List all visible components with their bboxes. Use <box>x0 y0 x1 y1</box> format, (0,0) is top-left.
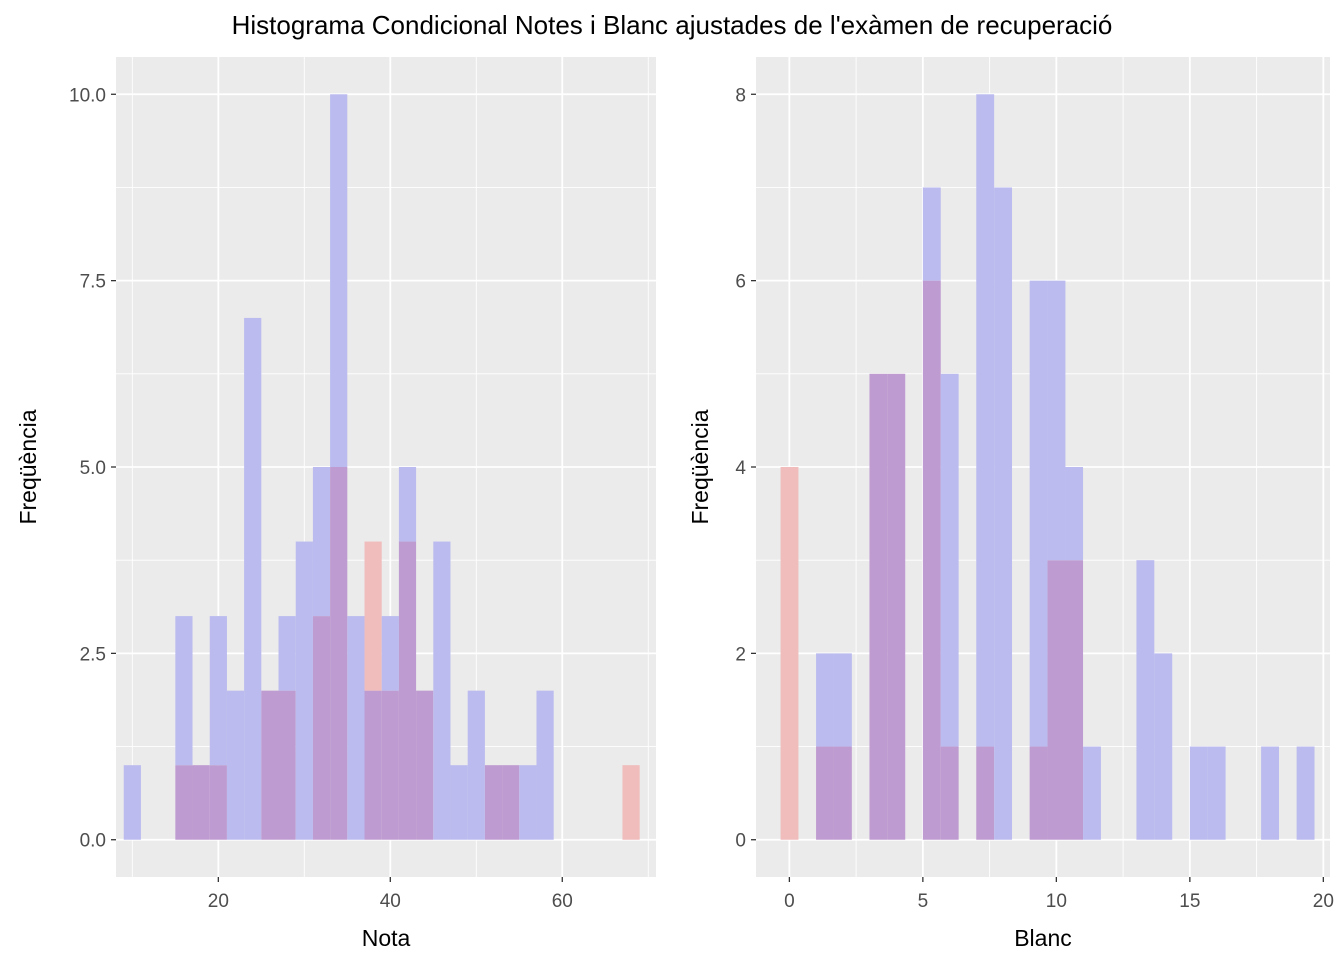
x-tick-label: 5 <box>918 891 929 912</box>
bar-overlap <box>278 690 296 840</box>
y-tick-label: 0.0 <box>80 831 106 852</box>
x-axis-label: Blanc <box>1014 925 1072 951</box>
bar-overlap <box>887 373 906 840</box>
bar-blue <box>381 616 399 691</box>
bar-overlap <box>1065 560 1084 840</box>
y-tick-label: 0 <box>735 831 746 852</box>
bar-blue <box>816 653 834 747</box>
y-axis-label: Freqüència <box>15 409 41 524</box>
bar-overlap <box>364 690 382 840</box>
bar-blue <box>450 765 468 840</box>
y-tick-label: 6 <box>735 272 746 293</box>
bar-overlap <box>192 765 210 840</box>
x-tick-label: 0 <box>784 891 795 912</box>
bar-overlap <box>833 746 852 840</box>
bar-blue <box>209 616 227 766</box>
bar-blue <box>994 187 1013 840</box>
bar-red <box>364 541 382 691</box>
bar-overlap <box>869 373 888 840</box>
y-tick-label: 8 <box>735 85 746 106</box>
bar-overlap <box>312 616 331 840</box>
bar-blue <box>175 616 193 766</box>
bar-blue <box>833 653 852 747</box>
bar-overlap <box>1029 746 1048 840</box>
bar-overlap <box>502 765 520 840</box>
bar-blue <box>519 765 537 840</box>
bar-overlap <box>976 746 995 840</box>
panel-nota: 0.0 2.5 5.0 7.5 10.0 20 40 60 Nota Freqüència <box>15 57 656 951</box>
bar-overlap <box>330 467 348 840</box>
bar-blue <box>1083 746 1101 840</box>
bar-overlap <box>940 746 959 840</box>
bar-blue <box>398 467 417 542</box>
bar-blue <box>922 187 941 281</box>
y-tick-label: 7.5 <box>80 272 106 293</box>
bar-blue <box>226 690 245 840</box>
x-tick-label: 60 <box>552 891 573 912</box>
y-tick-label: 10.0 <box>69 85 106 106</box>
y-axis-label: Freqüència <box>687 409 713 524</box>
bar-blue <box>467 690 485 840</box>
panel-blanc: 0 2 4 6 8 0 5 10 15 20 Blanc Freqüència <box>687 57 1334 951</box>
bar-overlap <box>381 690 399 840</box>
x-tick-label: 20 <box>208 891 229 912</box>
bar-blue <box>1296 746 1315 840</box>
x-tick-label: 40 <box>380 891 401 912</box>
bar-red <box>622 765 640 840</box>
bar-overlap <box>484 765 503 840</box>
bar-blue <box>1029 280 1048 747</box>
x-tick-label: 15 <box>1179 891 1200 912</box>
bar-overlap <box>1047 560 1066 840</box>
bar-blue <box>347 616 365 840</box>
bar-overlap <box>209 765 227 840</box>
bar-blue <box>123 765 141 840</box>
bar-overlap <box>175 765 193 840</box>
bar-overlap <box>416 690 434 840</box>
y-tick-label: 2.5 <box>80 644 106 665</box>
bar-blue <box>433 541 451 840</box>
x-tick-label: 20 <box>1313 891 1334 912</box>
bar-overlap <box>922 280 941 840</box>
bar-blue <box>1189 746 1208 840</box>
bar-blue <box>536 690 554 840</box>
y-tick-label: 5.0 <box>80 458 106 479</box>
chart-title: Histograma Condicional Notes i Blanc aju… <box>232 10 1113 40</box>
bar-blue <box>1207 746 1226 840</box>
bar-blue <box>1065 467 1084 561</box>
bar-blue <box>244 317 262 840</box>
bar-overlap <box>261 690 279 840</box>
bar-blue <box>312 467 331 617</box>
x-axis-label: Nota <box>362 925 411 951</box>
bar-overlap <box>398 541 417 840</box>
bar-blue <box>330 94 348 467</box>
bar-blue <box>295 541 313 840</box>
bar-blue <box>278 616 296 691</box>
y-tick-label: 4 <box>735 458 746 479</box>
bar-blue <box>1047 280 1066 561</box>
bar-blue <box>940 373 959 747</box>
x-tick-label: 10 <box>1046 891 1067 912</box>
bar-blue <box>1261 746 1280 840</box>
bar-red <box>780 467 799 840</box>
bar-blue <box>1154 653 1173 840</box>
bar-blue <box>1136 560 1155 840</box>
bar-blue <box>976 94 995 747</box>
bar-overlap <box>816 746 834 840</box>
y-tick-label: 2 <box>735 644 746 665</box>
